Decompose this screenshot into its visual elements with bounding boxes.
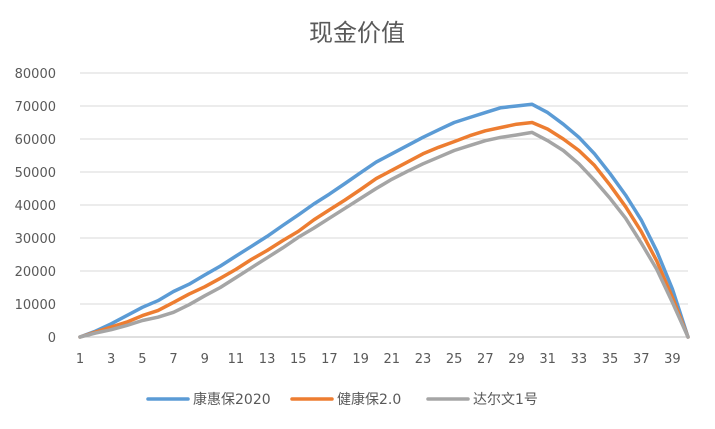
series-lines <box>78 102 690 339</box>
x-tick-label: 9 <box>201 352 209 367</box>
series-line-2 <box>78 120 690 339</box>
y-tick-label: 10000 <box>15 298 56 313</box>
legend-label: 康惠保2020 <box>193 391 271 408</box>
chart-title: 现金价值 <box>309 19 405 47</box>
x-tick-label: 25 <box>446 352 463 367</box>
legend-item-2: 健康保2.0 <box>290 391 401 408</box>
x-tick-label: 37 <box>633 352 650 367</box>
x-tick-label: 29 <box>508 352 525 367</box>
legend-label: 达尔文1号 <box>473 392 538 408</box>
x-tick-label: 19 <box>352 352 369 367</box>
x-tick-label: 3 <box>107 352 115 367</box>
x-tick-label: 5 <box>138 352 146 367</box>
x-tick-label: 17 <box>321 352 338 367</box>
x-tick-label: 1 <box>76 352 84 367</box>
x-tick-label: 21 <box>384 352 401 367</box>
x-tick-label: 11 <box>228 352 245 367</box>
x-tick-label: 39 <box>664 352 681 367</box>
legend-label: 健康保2.0 <box>337 391 401 408</box>
x-tick-label: 33 <box>571 352 588 367</box>
y-tick-label: 80000 <box>15 67 56 82</box>
x-axis: 1 3 5 7 9 11 13 15 17 19 21 23 25 27 29 31 33 35 37 39 <box>76 352 681 367</box>
y-tick-label: 20000 <box>15 265 56 280</box>
y-tick-label: 40000 <box>15 199 56 214</box>
y-axis: 0 10000 20000 30000 40000 50000 60000 70000 8000… <box>15 67 56 346</box>
x-tick-label: 27 <box>477 352 494 367</box>
y-tick-label: 70000 <box>15 100 56 115</box>
series-line-3 <box>78 130 690 339</box>
x-tick-label: 7 <box>169 352 177 367</box>
legend: 康惠保2020 健康保2.0 达尔文1号 <box>146 391 538 408</box>
x-tick-label: 35 <box>602 352 619 367</box>
y-tick-label: 0 <box>48 331 56 346</box>
legend-item-3: 达尔文1号 <box>426 392 538 408</box>
series-line-1 <box>78 102 690 339</box>
y-tick-label: 30000 <box>15 232 56 247</box>
x-tick-label: 31 <box>539 352 556 367</box>
gridlines <box>80 72 688 338</box>
x-tick-label: 13 <box>259 352 276 367</box>
x-tick-label: 23 <box>415 352 432 367</box>
legend-item-1: 康惠保2020 <box>146 391 271 408</box>
y-tick-label: 50000 <box>15 166 56 181</box>
x-tick-label: 15 <box>290 352 307 367</box>
y-tick-label: 60000 <box>15 133 56 148</box>
